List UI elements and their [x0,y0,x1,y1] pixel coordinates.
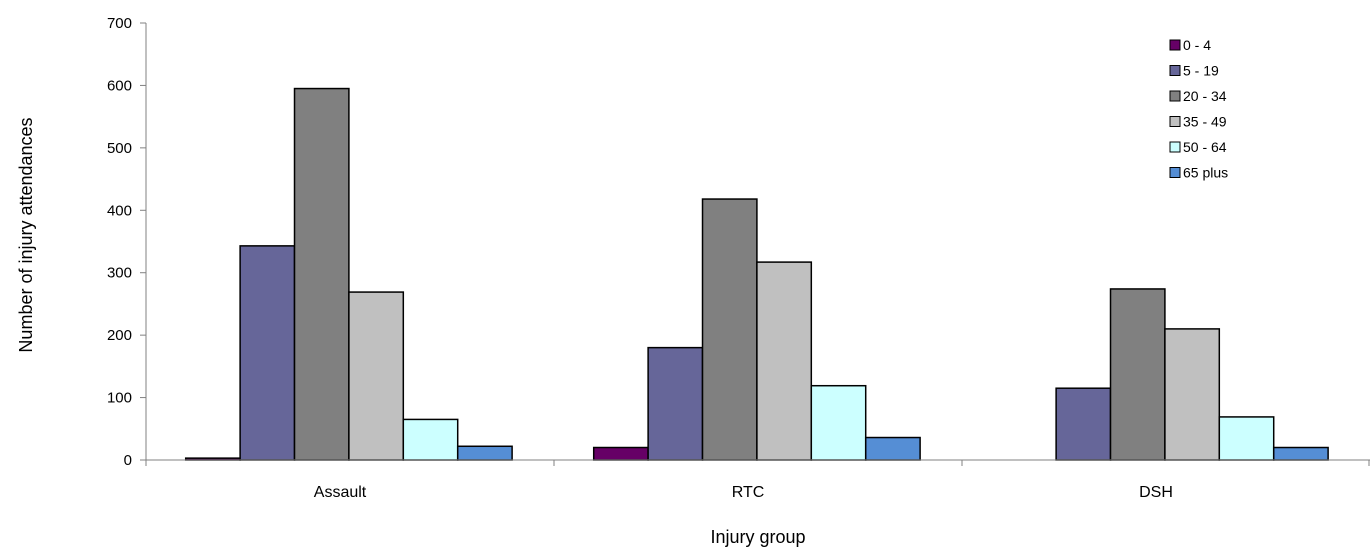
bars-group [184,87,1329,461]
legend-swatch-3 [1169,116,1181,127]
bar-rtc-series-2 [701,198,758,461]
y-tick-label: 500 [107,140,132,157]
bar-rtc-series-4 [810,384,867,461]
y-tick-label: 100 [107,390,132,407]
legend-label-0: 0 - 4 [1183,37,1211,53]
legend-label-4: 50 - 64 [1183,139,1227,155]
legend-swatch-4 [1169,141,1181,153]
bar-dsh-series-1 [1055,387,1112,461]
bar-assault-series-1 [239,245,296,461]
x-tick-label-assault: Assault [314,484,367,501]
y-axis-title: Number of injury attendances [16,117,36,352]
bar-rtc-series-5 [864,436,921,461]
y-tick-label: 200 [107,327,132,344]
legend-swatch-0 [1169,39,1181,51]
x-axis-title: Injury group [710,527,805,547]
bar-dsh-series-4 [1218,416,1275,461]
bar-rtc-series-0 [592,446,649,461]
legend-label-3: 35 - 49 [1183,114,1227,130]
bar-rtc-series-1 [647,346,704,461]
bar-dsh-series-3 [1164,328,1221,461]
legend: 0 - 4 5 - 19 20 - 34 35 - 49 50 - 64 65 plus [1169,37,1228,181]
y-tick-label: 300 [107,265,132,282]
legend-swatch-5 [1169,167,1181,178]
x-tick-label-rtc: RTC [732,484,765,501]
bar-assault-series-5 [456,445,513,461]
legend-label-2: 20 - 34 [1183,88,1227,104]
y-tick-label: 700 [107,15,132,32]
bar-assault-series-2 [293,87,350,461]
y-tick-label: 400 [107,202,132,219]
bar-dsh-series-2 [1109,288,1166,461]
bar-assault-series-3 [348,291,405,461]
legend-label-5: 65 plus [1183,165,1228,181]
y-tick-label: 600 [107,77,132,94]
legend-swatch-1 [1169,65,1181,76]
bar-dsh-series-5 [1272,446,1329,461]
bar-assault-series-4 [402,418,459,461]
legend-label-1: 5 - 19 [1183,63,1219,79]
bar-rtc-series-3 [756,261,813,461]
legend-swatch-2 [1169,90,1181,102]
x-tick-label-dsh: DSH [1139,484,1173,501]
y-tick-label: 0 [124,452,132,469]
axes-group: 0 100 200 300 400 500 600 700 Assault RTC DSH [107,15,1370,501]
